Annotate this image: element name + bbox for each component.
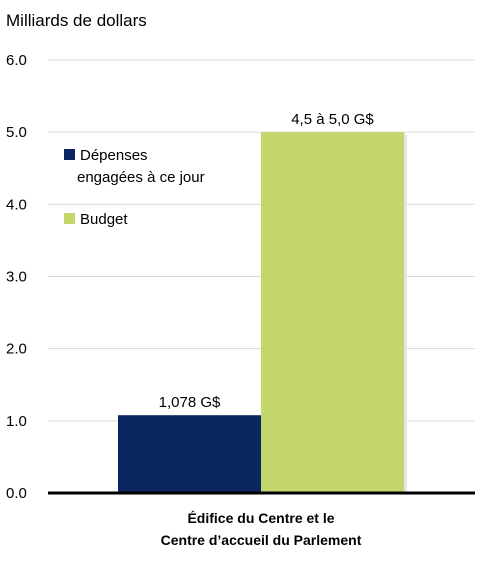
legend-label: Budget [80, 211, 128, 228]
bar-budget [261, 132, 404, 493]
x-category-label: Édifice du Centre et le [187, 510, 334, 526]
data-label: 1,078 G$ [159, 394, 221, 411]
y-axis-ticks: 0.0 1.0 2.0 3.0 4.0 5.0 6.0 [6, 52, 27, 502]
y-tick-label: 1.0 [6, 413, 27, 430]
legend-label: engagées à ce jour [77, 169, 205, 186]
y-tick-label: 5.0 [6, 124, 27, 141]
legend: Dépenses engagées à ce jour Budget [64, 147, 205, 228]
y-tick-label: 0.0 [6, 485, 27, 502]
data-labels: 1,078 G$ 4,5 à 5,0 G$ [159, 111, 375, 411]
x-category-label: Centre d’accueil du Parlement [161, 532, 362, 548]
bar-spent [118, 415, 261, 493]
bar-shadow [404, 134, 407, 493]
y-axis-title: Milliards de dollars [6, 11, 147, 30]
x-axis-categories: Édifice du Centre et le Centre d’accueil … [161, 510, 362, 548]
y-tick-label: 4.0 [6, 196, 27, 213]
legend-label: Dépenses [80, 147, 148, 164]
data-label: 4,5 à 5,0 G$ [291, 111, 374, 128]
y-tick-label: 6.0 [6, 52, 27, 69]
legend-swatch [64, 149, 75, 160]
legend-swatch [64, 213, 75, 224]
y-tick-label: 3.0 [6, 269, 27, 286]
bars [118, 132, 407, 493]
y-tick-label: 2.0 [6, 341, 27, 358]
